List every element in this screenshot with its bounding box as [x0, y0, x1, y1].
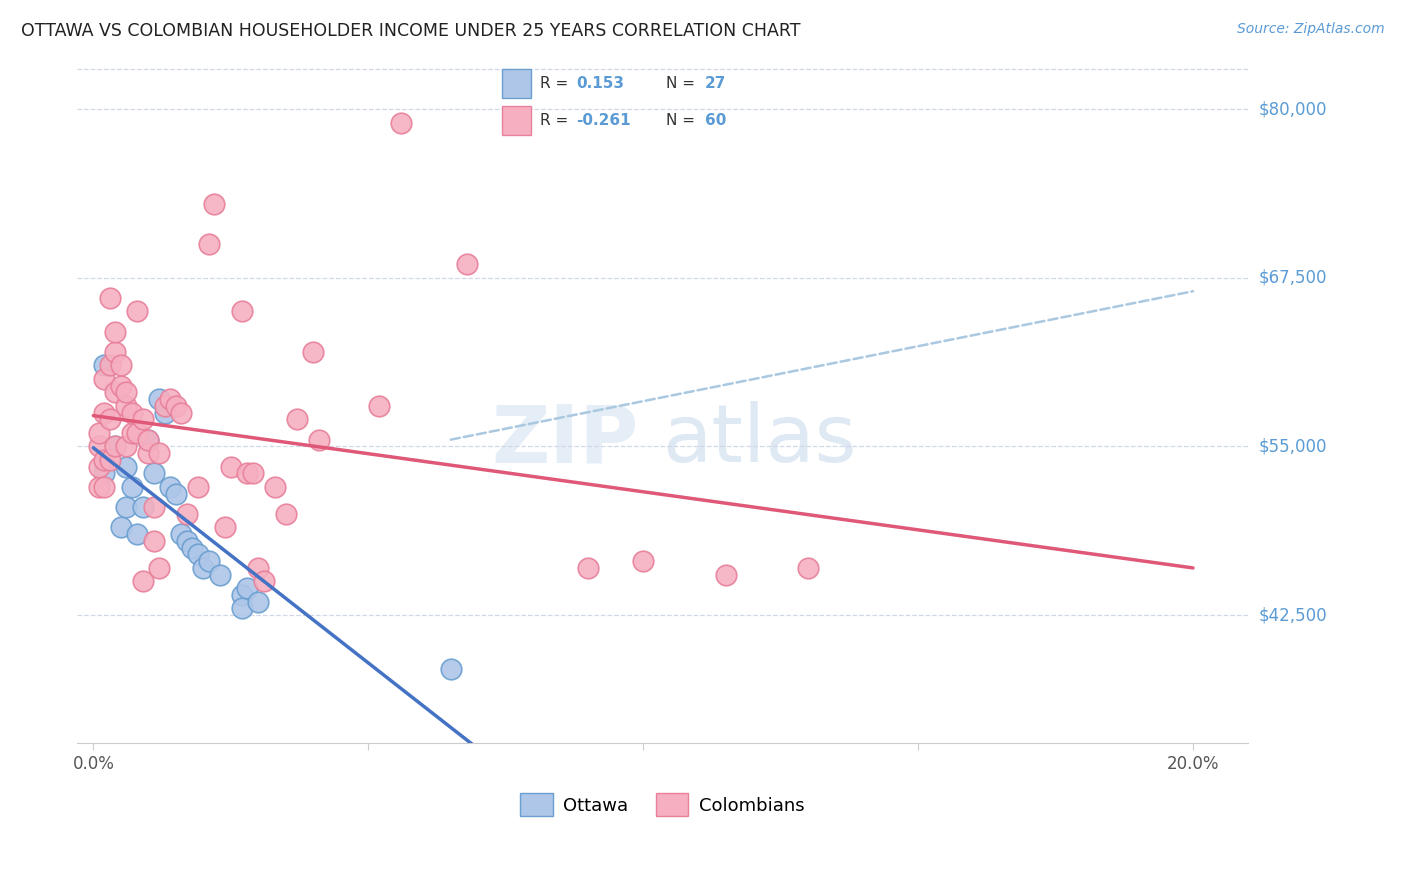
Point — [110, 520, 132, 534]
Point — [93, 406, 115, 420]
Point — [231, 588, 253, 602]
Text: $42,500: $42,500 — [1260, 606, 1327, 624]
Point — [98, 359, 121, 373]
Point — [302, 345, 325, 359]
Point — [389, 115, 412, 129]
Text: ZIP: ZIP — [492, 401, 638, 480]
Point — [308, 433, 330, 447]
Point — [253, 574, 276, 589]
Point — [93, 372, 115, 386]
Point — [136, 446, 159, 460]
Point — [176, 507, 198, 521]
Text: $55,000: $55,000 — [1260, 437, 1327, 456]
Point — [219, 459, 242, 474]
Point — [98, 291, 121, 305]
Point — [456, 257, 478, 271]
Text: $80,000: $80,000 — [1260, 100, 1327, 118]
Point — [440, 662, 463, 676]
Point — [132, 500, 155, 515]
Point — [236, 581, 259, 595]
Point — [104, 439, 127, 453]
Point — [231, 601, 253, 615]
Point — [110, 359, 132, 373]
Legend: Ottawa, Colombians: Ottawa, Colombians — [513, 786, 811, 823]
Point — [159, 392, 181, 407]
Point — [115, 439, 138, 453]
Point — [127, 527, 149, 541]
Point — [98, 412, 121, 426]
Text: Source: ZipAtlas.com: Source: ZipAtlas.com — [1237, 22, 1385, 37]
Point — [115, 500, 138, 515]
Point — [153, 399, 176, 413]
Point — [132, 574, 155, 589]
Point — [136, 433, 159, 447]
Point — [115, 399, 138, 413]
Point — [165, 399, 187, 413]
Point — [285, 412, 308, 426]
Point — [202, 196, 225, 211]
Text: $67,500: $67,500 — [1260, 268, 1327, 286]
Point — [87, 459, 110, 474]
Point — [181, 541, 204, 555]
Point — [104, 325, 127, 339]
Point — [198, 554, 221, 568]
Point — [121, 480, 143, 494]
Point — [193, 561, 215, 575]
Text: OTTAWA VS COLOMBIAN HOUSEHOLDER INCOME UNDER 25 YEARS CORRELATION CHART: OTTAWA VS COLOMBIAN HOUSEHOLDER INCOME U… — [21, 22, 800, 40]
Point — [714, 567, 737, 582]
Point — [127, 425, 149, 440]
Point — [274, 507, 297, 521]
Point — [136, 433, 159, 447]
Point — [263, 480, 285, 494]
Point — [247, 594, 270, 608]
Point — [176, 533, 198, 548]
Point — [98, 453, 121, 467]
Point — [121, 406, 143, 420]
Point — [93, 467, 115, 481]
Point — [247, 561, 270, 575]
Point — [631, 554, 654, 568]
Point — [93, 453, 115, 467]
Point — [132, 412, 155, 426]
Point — [121, 425, 143, 440]
Point — [797, 561, 820, 575]
Point — [368, 399, 391, 413]
Point — [93, 359, 115, 373]
Point — [159, 480, 181, 494]
Point — [170, 527, 193, 541]
Point — [104, 345, 127, 359]
Point — [87, 425, 110, 440]
Point — [165, 486, 187, 500]
Point — [127, 304, 149, 318]
Point — [187, 480, 209, 494]
Point — [142, 533, 165, 548]
Point — [208, 567, 231, 582]
Point — [104, 439, 127, 453]
Point — [242, 467, 264, 481]
Point — [87, 439, 110, 453]
Point — [148, 561, 170, 575]
Point — [236, 467, 259, 481]
Point — [153, 406, 176, 420]
Point — [148, 446, 170, 460]
Point — [231, 304, 253, 318]
Point — [576, 561, 599, 575]
Point — [170, 406, 193, 420]
Point — [115, 385, 138, 400]
Point — [93, 480, 115, 494]
Point — [148, 392, 170, 407]
Point — [142, 467, 165, 481]
Point — [104, 385, 127, 400]
Point — [142, 500, 165, 515]
Point — [115, 459, 138, 474]
Point — [187, 547, 209, 561]
Point — [87, 480, 110, 494]
Point — [110, 378, 132, 392]
Point — [198, 237, 221, 252]
Text: atlas: atlas — [662, 401, 856, 480]
Point — [214, 520, 236, 534]
